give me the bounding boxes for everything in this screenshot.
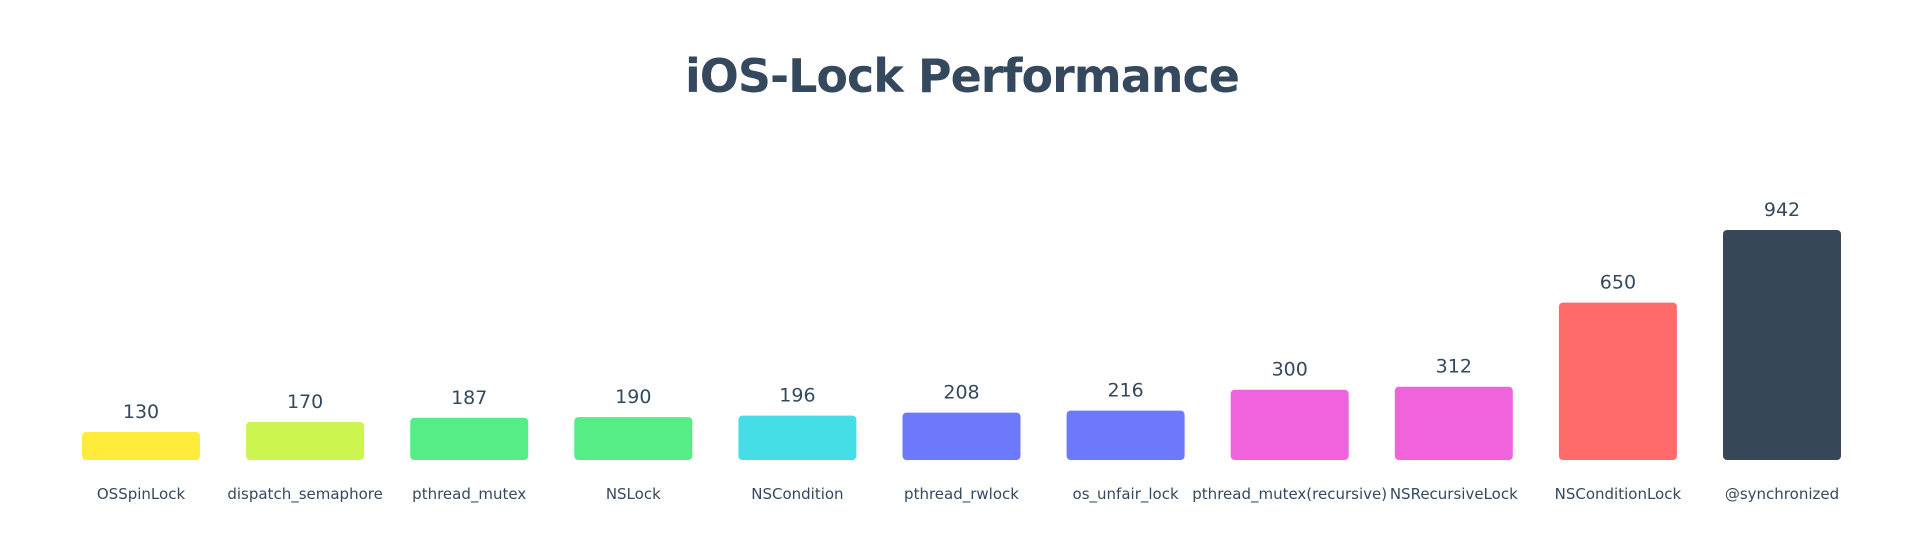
category-label-osspinlock: OSSpinLock [97,485,186,503]
bar-pthread-rwlock [902,412,1021,460]
bar-nsrecursivelock [1394,386,1513,460]
value-label-nslock: 190 [615,386,651,408]
bar-nslock [574,417,693,460]
bar-nscondition [738,415,857,460]
value-labels-group: 130 170 187 190 196 208 216 300 312 650 942 [123,199,1800,423]
category-label-synchronized: @synchronized [1725,485,1839,503]
category-label-nsrecursivelock: NSRecursiveLock [1390,485,1518,503]
value-label-synchronized: 942 [1764,199,1800,221]
bar-os-unfair-lock [1066,410,1185,460]
value-label-nscondition: 196 [779,385,815,407]
category-label-pthread-mutex-recursive: pthread_mutex(recursive) [1192,485,1387,504]
value-label-nsrecursivelock: 312 [1436,356,1472,378]
category-labels-group: OSSpinLock dispatch_semaphore pthread_mute… [97,485,1839,504]
value-label-dispatch-semaphore: 170 [287,391,323,413]
bar-pthread-mutex [410,417,529,460]
bars-group [82,230,1841,460]
value-label-osspinlock: 130 [123,401,159,423]
category-label-os-unfair-lock: os_unfair_lock [1073,485,1179,504]
bar-dispatch-semaphore [246,422,365,460]
value-label-nsconditionlock: 650 [1600,272,1636,294]
category-label-pthread-rwlock: pthread_rwlock [904,485,1019,504]
category-label-nsconditionlock: NSConditionLock [1555,485,1682,503]
category-label-pthread-mutex: pthread_mutex [412,485,526,504]
category-label-nscondition: NSCondition [751,485,843,503]
value-label-pthread-rwlock: 208 [943,382,979,404]
chart-title: iOS-Lock Performance [685,49,1239,103]
value-label-os-unfair-lock: 216 [1107,380,1143,402]
bar-nsconditionlock [1558,302,1677,460]
category-label-dispatch-semaphore: dispatch_semaphore [227,485,382,504]
category-label-nslock: NSLock [606,485,661,503]
value-label-pthread-mutex: 187 [451,387,487,409]
bar-pthread-mutex-recursive [1230,389,1349,460]
bar-osspinlock [82,432,200,460]
value-label-pthread-mutex-recursive: 300 [1272,359,1308,381]
bar-synchronized [1723,230,1841,460]
